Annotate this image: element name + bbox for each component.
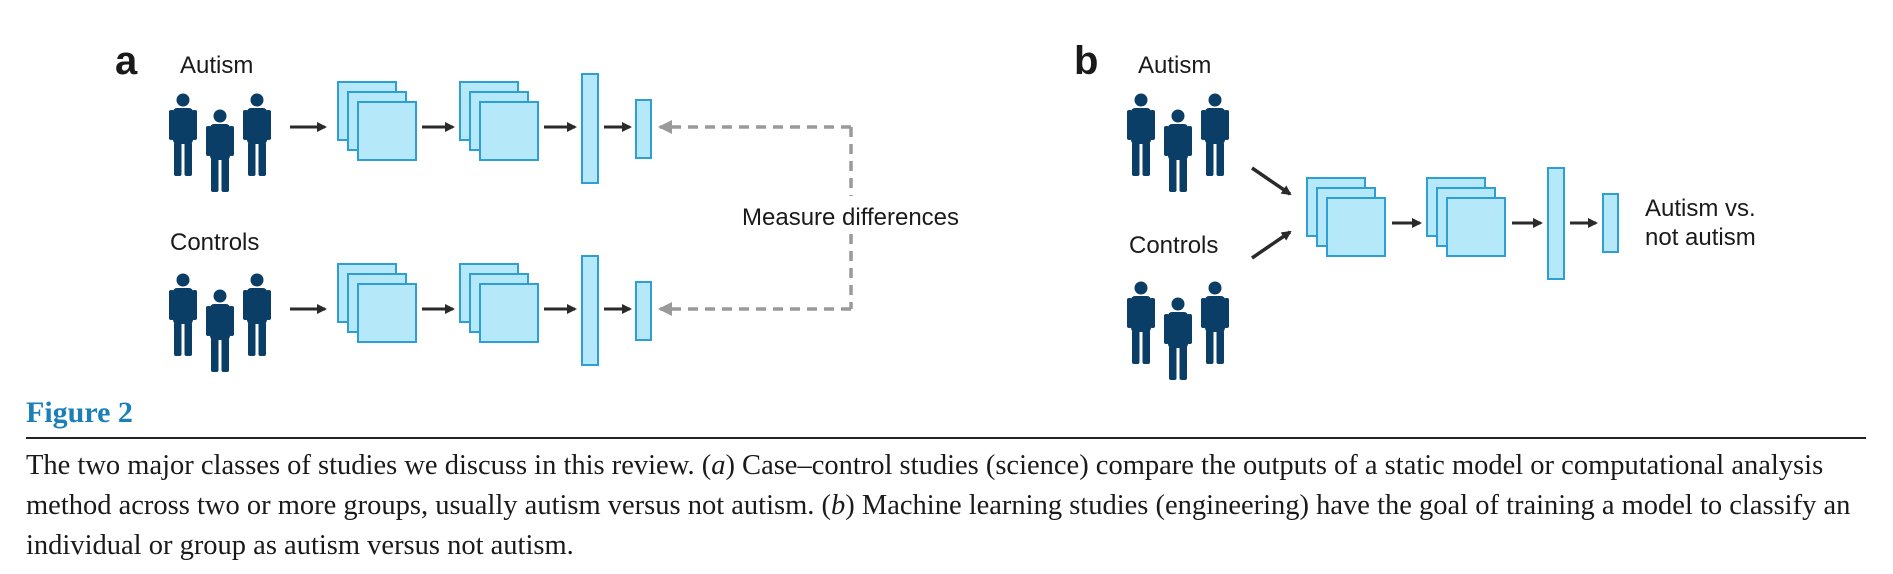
arrow-icon: [1251, 230, 1292, 260]
person-icon: [169, 273, 197, 356]
caption-divider: [26, 437, 1866, 439]
person-icon: [169, 93, 197, 176]
output-layer: [635, 281, 652, 341]
conv-layer-stack: [1426, 177, 1506, 257]
person-icon: [1164, 297, 1192, 380]
network-row-controls-a: [290, 255, 652, 366]
caption-part-1: The two major classes of studies we disc…: [26, 450, 712, 481]
panel-a-autism-label: Autism: [180, 52, 253, 79]
output-label-line2: not autism: [1645, 224, 1756, 251]
dense-layer: [1547, 167, 1565, 280]
conv-layer-stack: [459, 263, 539, 343]
dense-layer: [581, 255, 599, 366]
people-group-controls-a: [169, 273, 271, 372]
panel-a: a Autism Controls Measure differences: [115, 39, 959, 372]
panel-a-letter: a: [115, 39, 138, 83]
caption-part-2: ) Case–control studies (science) compare…: [26, 450, 1824, 521]
network-row-autism-a: [290, 73, 652, 184]
person-icon: [243, 93, 271, 176]
conv-layer-stack: [459, 81, 539, 161]
figure-caption: The two major classes of studies we disc…: [26, 446, 1866, 566]
panel-b-letter: b: [1074, 39, 1098, 83]
figure-caption-block: Figure 2 The two major classes of studie…: [26, 395, 1866, 566]
person-icon: [1127, 93, 1155, 176]
measure-differences-label: Measure differences: [742, 204, 959, 231]
person-icon: [206, 289, 234, 372]
person-icon: [1201, 93, 1229, 176]
panel-b: b Autism Controls: [1074, 39, 1756, 380]
figure-label: Figure 2: [26, 396, 133, 429]
output-label-line1: Autism vs.: [1645, 195, 1756, 222]
person-icon: [1164, 109, 1192, 192]
panel-a-controls-label: Controls: [170, 229, 259, 256]
output-layer: [635, 99, 652, 159]
network-b: [1306, 167, 1619, 280]
measure-differences-connector: [658, 120, 853, 316]
people-group-autism-a: [169, 93, 271, 192]
arrow-icon: [1251, 166, 1292, 196]
caption-ref-a: a: [711, 450, 726, 481]
panel-b-controls-label: Controls: [1129, 232, 1218, 259]
dense-layer: [581, 73, 599, 184]
conv-layer-stack: [337, 81, 417, 161]
conv-layer-stack: [337, 263, 417, 343]
person-icon: [243, 273, 271, 356]
caption-part-3: ) Machine learning studies (engineering)…: [26, 490, 1851, 561]
panel-b-autism-label: Autism: [1138, 52, 1211, 79]
caption-ref-b: b: [831, 490, 846, 521]
person-icon: [1201, 281, 1229, 364]
output-layer: [1602, 193, 1619, 253]
person-icon: [1127, 281, 1155, 364]
person-icon: [206, 109, 234, 192]
people-group-controls-b: [1127, 281, 1229, 380]
conv-layer-stack: [1306, 177, 1386, 257]
people-group-autism-b: [1127, 93, 1229, 192]
